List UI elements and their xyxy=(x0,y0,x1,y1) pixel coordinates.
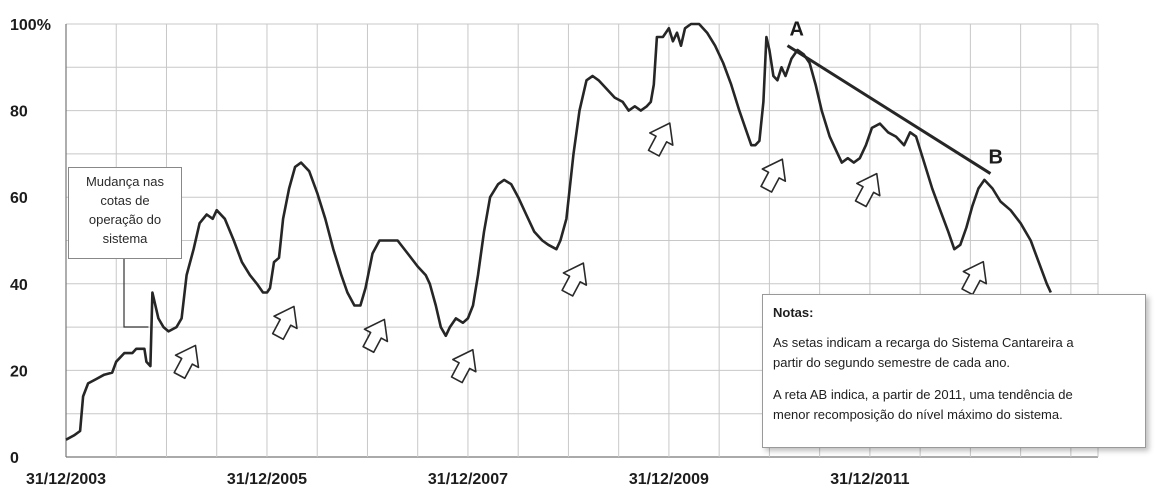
series-line xyxy=(65,22,1052,441)
recharge-arrow-shape xyxy=(854,172,881,208)
recharge-arrow xyxy=(961,260,988,296)
notes-p1-line-1: As setas indicam a recarga do Sistema Ca… xyxy=(773,335,1074,350)
recharge-arrow xyxy=(271,305,298,341)
x-tick-label: 31/12/2009 xyxy=(629,471,709,488)
recharge-arrow xyxy=(561,262,588,297)
notes-p2-line-2: menor recomposição do nível máximo do si… xyxy=(773,407,1063,422)
recharge-arrow xyxy=(854,172,881,208)
recharge-arrow-shape xyxy=(173,344,200,380)
y-tick-label: 60 xyxy=(10,190,28,207)
recharge-arrow-shape xyxy=(362,318,389,354)
recharge-arrow xyxy=(450,348,477,384)
recharge-arrow xyxy=(760,158,787,193)
recharge-arrows xyxy=(173,122,988,384)
series-group xyxy=(65,22,1052,441)
notes-gap xyxy=(773,373,1135,385)
y-tick-label: 0 xyxy=(10,450,19,467)
annotation-line-2: cotas de xyxy=(100,193,150,208)
trend-line-group: AB xyxy=(786,19,1003,175)
x-tick-label: 31/12/2005 xyxy=(227,471,307,488)
y-tick-label: 100% xyxy=(10,17,51,34)
recharge-arrow xyxy=(362,318,389,354)
recharge-arrow-shape xyxy=(647,122,674,157)
notes-p1-line-2: partir do segundo semestre de cada ano. xyxy=(773,355,1011,370)
recharge-arrow-shape xyxy=(760,158,787,193)
recharge-arrow xyxy=(647,122,674,157)
annotation-line-3: operação do xyxy=(88,212,162,227)
notes-box: Notas: As setas indicam a recarga do Sis… xyxy=(762,294,1146,448)
trend-line-ab xyxy=(786,44,992,175)
x-axis-ticks: 31/12/2003 31/12/2005 31/12/2007 31/12/2009… xyxy=(26,471,910,488)
annotation-callout: Mudança nas cotas de operação do sistema xyxy=(68,167,182,259)
recharge-arrow-shape xyxy=(450,348,477,384)
annotation-leader xyxy=(123,259,149,328)
y-tick-label: 80 xyxy=(10,104,28,121)
x-tick-label: 31/12/2003 xyxy=(26,471,106,488)
y-tick-label: 40 xyxy=(10,277,28,294)
trend-label-b: B xyxy=(988,147,1002,169)
recharge-arrow xyxy=(173,344,200,380)
annotation-leader-line xyxy=(123,259,149,328)
x-tick-label: 31/12/2007 xyxy=(428,471,508,488)
annotation-line-1: Mudança nas xyxy=(85,174,165,189)
trend-label-a: A xyxy=(789,19,803,41)
notes-p2-line-1: A reta AB indica, a partir de 2011, uma … xyxy=(773,387,1073,402)
notes-title: Notas: xyxy=(773,305,814,320)
x-tick-label: 31/12/2011 xyxy=(830,471,909,488)
recharge-arrow-shape xyxy=(271,305,298,341)
y-tick-label: 20 xyxy=(10,363,28,380)
annotation-line-4: sistema xyxy=(102,231,148,246)
y-axis-ticks: 0 20 40 60 80 100% xyxy=(10,17,51,467)
recharge-arrow-shape xyxy=(961,260,988,296)
recharge-arrow-shape xyxy=(561,262,588,297)
